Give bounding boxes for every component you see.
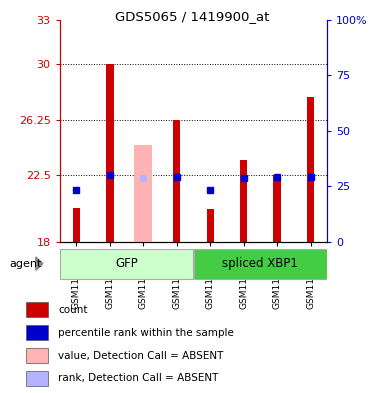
Bar bbox=[307, 97, 314, 242]
Text: spliced XBP1: spliced XBP1 bbox=[223, 257, 298, 270]
Bar bbox=[273, 175, 281, 242]
Text: percentile rank within the sample: percentile rank within the sample bbox=[58, 328, 234, 338]
Bar bbox=[26, 325, 48, 340]
Bar bbox=[106, 64, 114, 242]
Bar bbox=[206, 209, 214, 242]
Text: rank, Detection Call = ABSENT: rank, Detection Call = ABSENT bbox=[58, 373, 219, 384]
Text: agent: agent bbox=[9, 259, 41, 269]
Bar bbox=[26, 371, 48, 386]
Text: GDS5065 / 1419900_at: GDS5065 / 1419900_at bbox=[116, 10, 270, 23]
Bar bbox=[60, 249, 193, 279]
Text: count: count bbox=[58, 305, 88, 315]
Bar bbox=[26, 302, 48, 317]
Bar bbox=[134, 145, 152, 242]
Bar bbox=[194, 249, 326, 279]
Bar bbox=[73, 208, 80, 242]
Bar bbox=[173, 119, 181, 242]
Bar bbox=[240, 160, 247, 242]
Text: value, Detection Call = ABSENT: value, Detection Call = ABSENT bbox=[58, 351, 224, 360]
Polygon shape bbox=[36, 257, 43, 270]
Bar bbox=[26, 348, 48, 363]
Text: GFP: GFP bbox=[115, 257, 138, 270]
